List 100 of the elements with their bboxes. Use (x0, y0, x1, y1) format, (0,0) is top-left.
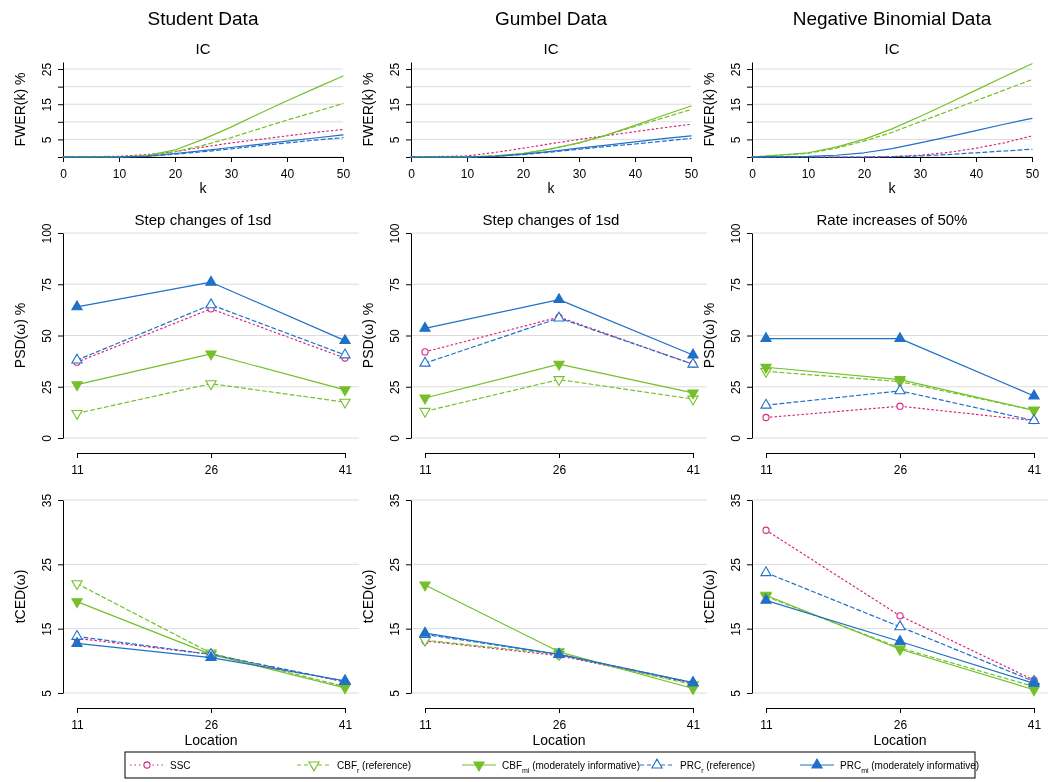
legend-label: PRC$_{r}$ (reference) (680, 760, 756, 774)
y-tick-label: 5 (388, 689, 403, 697)
y-axis-title: PSD(ω) % (360, 302, 376, 369)
chart-subtitle: Step changes of 1sd (482, 211, 620, 228)
y-axis-title: tCED(ω) (360, 569, 376, 624)
chart-subtitle: Step changes of 1sd (134, 211, 272, 228)
y-tick-label: 5 (40, 136, 55, 144)
x-tick-label: 11 (419, 463, 433, 478)
x-tick-label: 11 (760, 718, 774, 733)
x-tick-label: 10 (460, 167, 475, 182)
y-tick-label: 75 (729, 277, 744, 292)
y-axis-title: PSD(ω) % (701, 302, 717, 369)
x-tick-label: 20 (168, 167, 183, 182)
x-tick-label: 0 (408, 167, 416, 182)
y-tick-label: 5 (729, 689, 744, 697)
y-tick-label: 0 (388, 434, 403, 442)
x-tick-label: 50 (684, 167, 699, 182)
y-tick-label: 15 (40, 622, 55, 636)
y-axis-title: FWER(k) % (360, 72, 376, 147)
y-axis-title: PSD(ω) % (12, 302, 28, 369)
legend-label: PRC$_{mi}$ (moderately informative) (840, 760, 980, 774)
x-tick-label: 26 (893, 718, 908, 733)
y-axis-title: tCED(ω) (701, 569, 717, 624)
x-tick-label: 26 (552, 463, 567, 478)
y-tick-label: 25 (40, 62, 55, 77)
x-tick-label: 0 (749, 167, 757, 182)
x-axis-title: k (547, 180, 556, 196)
x-tick-label: 0 (60, 167, 68, 182)
y-axis-title: tCED(ω) (12, 569, 28, 624)
x-tick-label: 26 (204, 718, 219, 733)
y-tick-label: 15 (388, 97, 403, 112)
x-axis-title: k (888, 180, 897, 196)
x-tick-label: 41 (686, 463, 701, 478)
y-tick-label: 0 (40, 434, 55, 442)
x-tick-label: 11 (419, 718, 433, 733)
x-tick-label: 10 (112, 167, 127, 182)
y-axis-title: FWER(k) % (12, 72, 28, 147)
y-tick-label: 15 (388, 622, 403, 636)
x-tick-label: 40 (628, 167, 643, 182)
y-tick-label: 25 (40, 557, 55, 572)
y-tick-label: 50 (388, 329, 403, 343)
x-tick-label: 26 (204, 463, 219, 478)
chart-subtitle: IC (884, 40, 900, 57)
y-tick-label: 100 (40, 223, 55, 244)
y-tick-label: 25 (40, 380, 55, 394)
x-tick-label: 26 (552, 718, 567, 733)
x-axis-title: Location (184, 732, 238, 748)
x-tick-label: 41 (338, 463, 353, 478)
y-tick-label: 100 (729, 223, 744, 244)
chart-title: Student Data (147, 8, 259, 29)
y-tick-label: 25 (388, 62, 403, 77)
x-tick-label: 11 (71, 463, 85, 478)
x-tick-label: 41 (338, 718, 353, 733)
y-tick-label: 75 (40, 277, 55, 292)
y-tick-label: 75 (388, 277, 403, 292)
y-tick-label: 35 (388, 493, 403, 508)
legend-label: CBF$_{mi}$ (moderately informative) (502, 760, 640, 774)
chart-title: Negative Binomial Data (792, 8, 992, 29)
x-tick-label: 26 (893, 463, 908, 478)
y-tick-label: 15 (729, 97, 744, 112)
x-tick-label: 30 (224, 167, 239, 182)
x-tick-label: 30 (572, 167, 587, 182)
chart-subtitle: IC (543, 40, 559, 57)
y-tick-label: 35 (729, 493, 744, 508)
x-tick-label: 11 (71, 718, 85, 733)
x-tick-label: 20 (516, 167, 531, 182)
y-tick-label: 100 (388, 223, 403, 244)
y-tick-label: 5 (729, 136, 744, 144)
y-tick-label: 25 (388, 557, 403, 572)
x-tick-label: 41 (1027, 718, 1042, 733)
x-tick-label: 40 (969, 167, 984, 182)
legend-label: CBF$_{r}$ (reference) (337, 760, 412, 774)
x-tick-label: 50 (1025, 167, 1040, 182)
chart-subtitle: Rate increases of 50% (816, 211, 968, 228)
x-tick-label: 10 (801, 167, 816, 182)
y-tick-label: 15 (40, 97, 55, 112)
x-tick-label: 50 (336, 167, 351, 182)
y-tick-label: 5 (40, 689, 55, 697)
y-tick-label: 5 (388, 136, 403, 144)
x-tick-label: 40 (280, 167, 295, 182)
chart-subtitle: IC (195, 40, 211, 57)
x-axis-title: Location (873, 732, 927, 748)
y-tick-label: 25 (388, 380, 403, 394)
y-tick-label: 25 (729, 62, 744, 77)
y-tick-label: 15 (729, 622, 744, 636)
y-tick-label: 50 (40, 329, 55, 343)
x-tick-label: 41 (686, 718, 701, 733)
x-tick-label: 30 (913, 167, 928, 182)
y-tick-label: 50 (729, 329, 744, 343)
y-tick-label: 25 (729, 380, 744, 394)
x-tick-label: 11 (760, 463, 774, 478)
y-axis-title: FWER(k) % (701, 72, 717, 147)
x-axis-title: k (199, 180, 208, 196)
y-tick-label: 35 (40, 493, 55, 508)
x-tick-label: 20 (857, 167, 872, 182)
y-tick-label: 0 (729, 434, 744, 442)
y-tick-label: 25 (729, 557, 744, 572)
x-axis-title: Location (532, 732, 586, 748)
legend-label: SSC (170, 760, 191, 771)
chart-title: Gumbel Data (495, 8, 608, 29)
